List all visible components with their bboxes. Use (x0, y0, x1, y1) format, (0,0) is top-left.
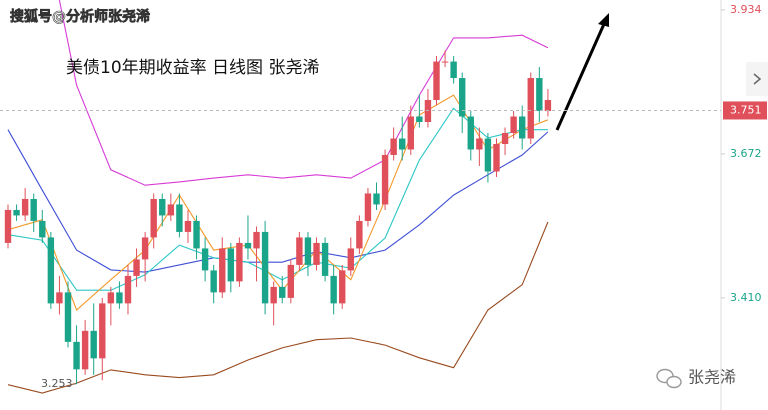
indicator-line (7, 221, 549, 394)
candle-body (373, 193, 380, 205)
candle-body (433, 61, 440, 101)
candle-body (167, 204, 175, 216)
candle-body (347, 248, 354, 271)
candle-body (467, 116, 474, 150)
indicator-line (7, 129, 549, 273)
candle-body (356, 220, 363, 249)
candle-body (270, 286, 277, 304)
chart-title: 美债10年期收益率 日线图 张尧浠 (66, 58, 319, 78)
candle-body (484, 138, 492, 172)
brand: 张尧浠 (688, 368, 736, 387)
candle-body (493, 143, 500, 172)
trend-arrow (555, 23, 606, 131)
candle-body (424, 100, 432, 123)
candle-body (39, 220, 46, 238)
candle-body (381, 154, 389, 205)
indicator-line (7, 107, 548, 291)
candle-body (501, 133, 509, 144)
candle-body (527, 78, 534, 139)
candle-body (321, 242, 329, 276)
candle-body (13, 209, 20, 216)
candle-body (64, 292, 72, 342)
candle-body (90, 330, 97, 359)
candle-body (390, 138, 397, 155)
candle-body (330, 275, 337, 304)
candle-body (407, 116, 414, 150)
candle-body (510, 116, 517, 134)
candle-body (244, 242, 252, 249)
candle-body (536, 78, 543, 112)
wechat-icon (656, 368, 682, 389)
current-price-box (723, 101, 767, 120)
candle-body (476, 138, 483, 150)
candle-body (4, 209, 12, 243)
candle-body (150, 198, 157, 238)
y-tick-label: 3.934 (730, 3, 762, 16)
indicator-line (58, 0, 549, 186)
current-price-label: 3.751 (730, 103, 762, 116)
candle-body (287, 264, 295, 298)
candle-body (261, 231, 269, 304)
candle-body (296, 237, 303, 265)
candle-body (227, 248, 235, 282)
candle-body (81, 330, 89, 370)
candle-body (519, 116, 526, 139)
candle-body (141, 237, 149, 260)
candle-body (133, 259, 140, 276)
plot-area (4, 0, 552, 394)
candle-body (313, 242, 320, 265)
candle-body (116, 292, 123, 304)
candle-body (99, 303, 106, 359)
candle-body (107, 292, 115, 304)
candle-body (124, 275, 132, 304)
candle-body (176, 204, 183, 232)
low-label: 3.253 (41, 377, 73, 390)
candle-body (304, 237, 312, 265)
candle-body (30, 198, 37, 221)
y-tick-label: 3.672 (730, 147, 762, 160)
candle-body (201, 248, 209, 271)
candle-body (450, 61, 457, 79)
candle-body (236, 242, 243, 282)
watermark: 搜狐号@分析师张尧浠 (10, 8, 150, 25)
candle-body (47, 237, 55, 304)
trend-arrowhead (598, 13, 609, 27)
candle-body (416, 116, 423, 123)
y-tick-label: 3.410 (730, 291, 762, 304)
candle-body (73, 341, 80, 370)
candle-body (339, 270, 346, 304)
candle-body (459, 78, 466, 117)
candle-body (159, 198, 166, 216)
candle-body (253, 231, 260, 249)
candle-body (399, 138, 406, 150)
candle-body (364, 193, 372, 221)
expand-icon (753, 73, 762, 85)
candle-body (544, 100, 552, 112)
candle-body (56, 292, 63, 304)
candle-body (441, 61, 449, 63)
candle-body (184, 220, 192, 232)
candle-body (193, 220, 200, 249)
expand-button[interactable] (746, 62, 768, 96)
candle-body (210, 270, 217, 293)
candle-body (219, 248, 226, 293)
candle-body (21, 198, 29, 216)
candle-body (279, 286, 286, 298)
